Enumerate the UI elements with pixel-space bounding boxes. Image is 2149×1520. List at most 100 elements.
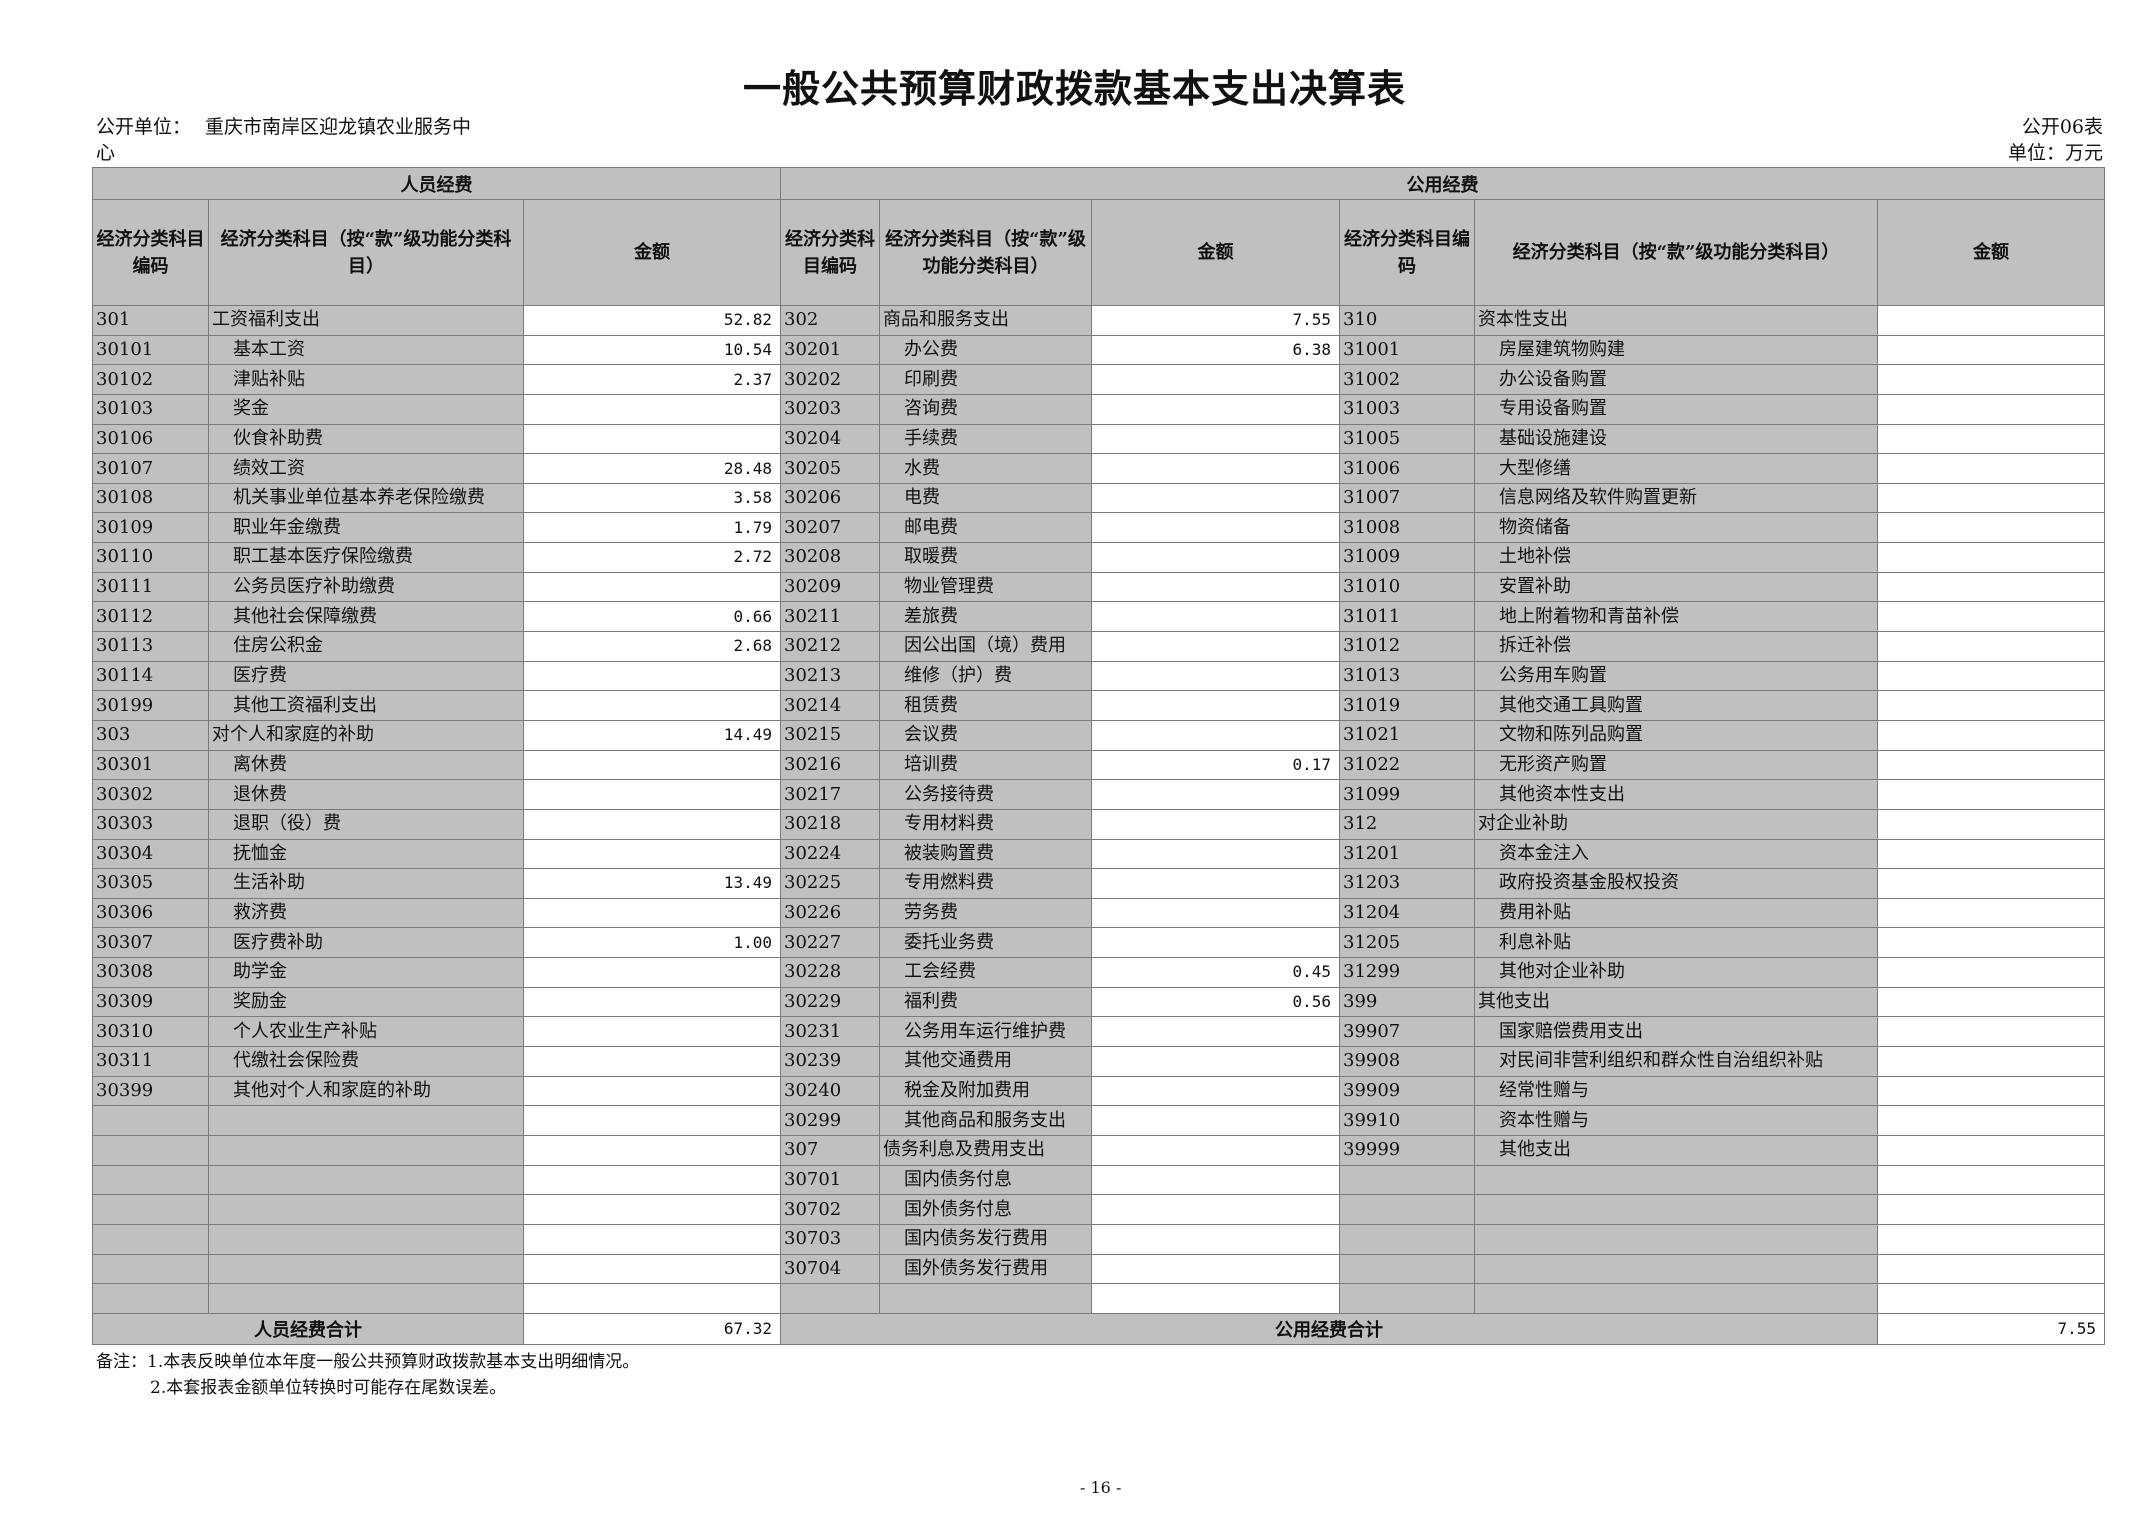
code-cell: 30112 (92, 601, 209, 633)
amount-cell: 28.48 (523, 453, 781, 484)
code-cell: 31099 (1339, 779, 1475, 810)
code-cell: 30311 (92, 1046, 209, 1077)
code-cell (1339, 1194, 1475, 1225)
name-cell: 其他支出 (1474, 1134, 1878, 1166)
code-cell: 39907 (1339, 1016, 1475, 1048)
col-header-code: 经济分类科目编码 (92, 199, 209, 306)
amount-cell (1877, 1283, 2105, 1314)
name-cell (208, 1164, 524, 1196)
amount-cell (523, 749, 781, 781)
amount-cell (1877, 808, 2105, 840)
code-cell: 30239 (780, 1046, 880, 1077)
table-row: 30311 代缴社会保险费 30239 其他交通费用 39908 对民间非营利组织和群众性… (92, 1046, 2105, 1077)
name-cell: 资本性支出 (1474, 305, 1878, 336)
reporting-unit: 公开单位： 重庆市南岸区迎龙镇农业服务中 心 (96, 114, 471, 166)
col-header-code: 经济分类科目编码 (1339, 199, 1475, 306)
amount-cell (1877, 512, 2105, 544)
name-cell: 咨询费 (879, 393, 1092, 425)
amount-cell (1091, 1223, 1340, 1255)
amount-cell: 2.72 (523, 542, 781, 573)
name-cell: 资本性赠与 (1474, 1105, 1878, 1136)
amount-cell (1877, 1105, 2105, 1136)
name-cell: 房屋建筑物购建 (1474, 334, 1878, 366)
name-cell: 大型修缮 (1474, 453, 1878, 484)
code-cell: 30212 (780, 631, 880, 662)
name-cell (208, 1105, 524, 1136)
code-cell: 31010 (1339, 571, 1475, 603)
amount-cell: 2.37 (523, 364, 781, 395)
code-cell: 31005 (1339, 423, 1475, 455)
code-cell: 31022 (1339, 749, 1475, 781)
amount-cell (1091, 1046, 1340, 1077)
name-cell: 其他商品和服务支出 (879, 1105, 1092, 1136)
amount-cell (523, 1075, 781, 1107)
name-cell: 公务用车购置 (1474, 660, 1878, 692)
table-row: 30101 基本工资 10.54 30201 办公费 6.38 31001 房屋建筑物购建 (92, 334, 2105, 366)
name-cell: 国外债务发行费用 (879, 1253, 1092, 1285)
code-cell: 312 (1339, 808, 1475, 840)
amount-cell: 10.54 (523, 334, 781, 366)
col-header-name: 经济分类科目（按“款”级功能分类科目） (879, 199, 1092, 306)
amount-cell: 14.49 (523, 719, 781, 751)
currency-unit: 单位：万元 (2007, 142, 2103, 164)
amount-cell (1091, 690, 1340, 721)
amount-cell (1877, 1134, 2105, 1166)
name-cell: 手续费 (879, 423, 1092, 455)
name-cell: 因公出国（境）费用 (879, 631, 1092, 662)
amount-cell (523, 690, 781, 721)
name-cell (208, 1194, 524, 1225)
code-cell: 30701 (780, 1164, 880, 1196)
code-cell: 31204 (1339, 897, 1475, 929)
name-cell: 物资储备 (1474, 512, 1878, 544)
name-cell: 物业管理费 (879, 571, 1092, 603)
note-1: 备注：1.本表反映单位本年度一般公共预算财政拨款基本支出明细情况。 (96, 1352, 640, 1372)
name-cell (208, 1283, 524, 1314)
name-cell: 商品和服务支出 (879, 305, 1092, 336)
code-cell: 30111 (92, 571, 209, 603)
table-row: 30114 医疗费 30213 维修（护）费 31013 公务用车购置 (92, 660, 2105, 692)
name-cell: 专用燃料费 (879, 868, 1092, 899)
name-cell: 国外债务付息 (879, 1194, 1092, 1225)
amount-cell: 2.68 (523, 631, 781, 662)
table-row: 30299 其他商品和服务支出 39910 资本性赠与 (92, 1105, 2105, 1136)
amount-cell (1091, 1164, 1340, 1196)
table-row: 30309 奖励金 30229 福利费 0.56 399 其他支出 (92, 986, 2105, 1018)
amount-cell (1877, 542, 2105, 573)
name-cell: 印刷费 (879, 364, 1092, 395)
code-cell (1339, 1223, 1475, 1255)
code-cell: 30107 (92, 453, 209, 484)
table-row: 30703 国内债务发行费用 (92, 1223, 2105, 1255)
code-cell (1339, 1283, 1475, 1314)
name-cell: 医疗费补助 (208, 927, 524, 959)
amount-cell (523, 1194, 781, 1225)
code-cell: 39908 (1339, 1046, 1475, 1077)
amount-cell (1091, 868, 1340, 899)
code-cell: 30114 (92, 660, 209, 692)
amount-cell (1877, 868, 2105, 899)
name-cell: 培训费 (879, 749, 1092, 781)
amount-cell (1091, 1194, 1340, 1225)
name-cell: 基本工资 (208, 334, 524, 366)
personnel-total-amount: 67.32 (523, 1312, 781, 1345)
amount-cell (523, 1283, 781, 1314)
name-cell: 债务利息及费用支出 (879, 1134, 1092, 1166)
amount-cell (523, 660, 781, 692)
name-cell: 国家赔偿费用支出 (1474, 1016, 1878, 1048)
code-cell (780, 1283, 880, 1314)
code-cell: 30703 (780, 1223, 880, 1255)
table-row: 30702 国外债务付息 (92, 1194, 2105, 1225)
table-row: 30306 救济费 30226 劳务费 31204 费用补贴 (92, 897, 2105, 929)
amount-cell (523, 393, 781, 425)
code-cell: 30204 (780, 423, 880, 455)
code-cell: 30399 (92, 1075, 209, 1107)
section-personnel: 人员经费 (92, 167, 781, 200)
amount-cell: 7.55 (1091, 305, 1340, 336)
code-cell: 30102 (92, 364, 209, 395)
code-cell (92, 1105, 209, 1136)
code-cell: 30208 (780, 542, 880, 573)
name-cell (1474, 1253, 1878, 1285)
name-cell: 资本金注入 (1474, 838, 1878, 870)
amount-cell: 0.45 (1091, 957, 1340, 988)
table-row: 30109 职业年金缴费 1.79 30207 邮电费 31008 物资储备 (92, 512, 2105, 544)
name-cell: 经常性赠与 (1474, 1075, 1878, 1107)
